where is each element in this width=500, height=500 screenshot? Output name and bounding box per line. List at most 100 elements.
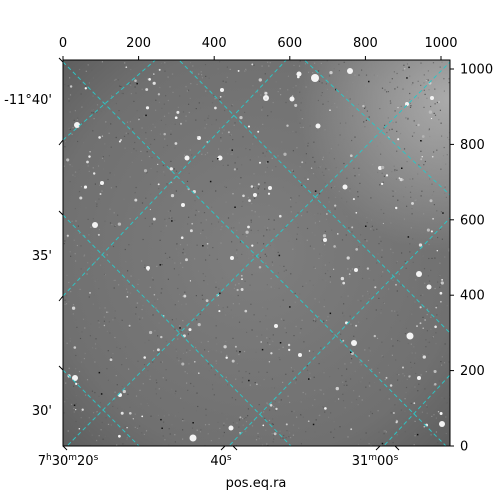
star — [141, 415, 144, 418]
star — [120, 411, 124, 415]
noise-speck — [441, 356, 443, 358]
noise-speck — [321, 407, 323, 409]
noise-speck — [320, 347, 322, 349]
noise-speck — [434, 88, 436, 90]
noise-speck — [353, 335, 355, 337]
noise-speck — [88, 417, 90, 419]
star — [392, 412, 395, 414]
noise-speck — [115, 186, 117, 188]
noise-speck — [111, 437, 113, 440]
noise-speck — [173, 268, 175, 270]
noise-speck — [284, 327, 286, 329]
noise-speck — [417, 390, 419, 392]
star — [323, 238, 327, 242]
grid-line-ra — [63, 369, 140, 446]
noise-speck — [251, 181, 253, 183]
noise-speck — [358, 167, 360, 169]
noise-speck — [128, 136, 130, 138]
noise-speck — [344, 407, 346, 409]
noise-speck — [343, 138, 345, 140]
noise-speck — [160, 62, 163, 64]
ra-seconds: 00 — [377, 454, 394, 469]
star — [441, 279, 443, 281]
noise-speck — [427, 341, 429, 343]
noise-speck — [400, 133, 402, 135]
star — [153, 293, 156, 296]
noise-speck — [317, 99, 319, 102]
star — [350, 351, 354, 355]
noise-speck — [376, 337, 379, 339]
noise-speck — [324, 230, 326, 232]
noise-speck — [345, 122, 347, 124]
ra-minutes-unit: m — [68, 453, 77, 463]
noise-speck — [136, 302, 138, 304]
noise-speck — [273, 228, 275, 230]
noise-speck — [396, 260, 398, 263]
noise-speck — [179, 95, 181, 97]
noise-speck — [381, 172, 383, 174]
noise-speck — [444, 256, 446, 258]
star — [351, 226, 354, 229]
noise-speck — [444, 192, 446, 194]
noise-speck — [368, 293, 370, 295]
noise-speck — [102, 106, 104, 109]
noise-speck — [324, 272, 327, 275]
noise-speck — [107, 178, 109, 181]
noise-speck — [437, 441, 439, 444]
noise-speck — [234, 162, 236, 164]
noise-speck — [148, 155, 150, 158]
noise-speck — [93, 294, 95, 296]
noise-speck — [201, 77, 203, 79]
noise-speck — [208, 254, 211, 256]
star — [227, 131, 230, 134]
noise-speck — [341, 339, 343, 341]
noise-speck — [322, 156, 324, 158]
noise-speck — [346, 215, 348, 217]
noise-speck — [69, 128, 71, 130]
noise-speck — [430, 314, 432, 316]
bottom-tick — [394, 445, 400, 451]
star — [152, 217, 156, 221]
noise-speck — [146, 151, 148, 153]
noise-speck — [64, 240, 66, 242]
noise-speck — [180, 165, 182, 167]
noise-speck — [316, 130, 318, 132]
star — [180, 236, 184, 239]
noise-speck — [398, 374, 400, 376]
noise-speck — [370, 228, 372, 230]
noise-speck — [152, 123, 154, 125]
noise-speck — [435, 417, 437, 419]
noise-speck — [268, 204, 270, 206]
noise-speck — [99, 402, 102, 404]
noise-speck — [388, 398, 390, 400]
noise-speck — [246, 331, 248, 333]
noise-speck — [431, 257, 433, 259]
star — [421, 135, 425, 138]
star — [220, 88, 224, 92]
noise-speck — [371, 225, 373, 227]
star — [352, 198, 355, 201]
noise-speck — [423, 164, 425, 166]
grid-line-dec — [228, 217, 450, 446]
noise-speck — [321, 279, 324, 281]
noise-speck — [75, 354, 77, 357]
noise-speck — [196, 83, 198, 85]
noise-speck — [141, 308, 143, 311]
noise-speck — [174, 434, 176, 436]
noise-speck — [395, 190, 397, 192]
noise-speck — [396, 74, 398, 76]
noise-speck — [378, 297, 380, 299]
noise-speck — [80, 361, 83, 363]
noise-speck — [69, 181, 71, 183]
noise-speck — [191, 154, 193, 156]
noise-speck — [446, 154, 448, 156]
dark-pixel — [161, 427, 163, 429]
noise-speck — [336, 168, 338, 170]
noise-speck — [201, 294, 203, 296]
noise-speck — [217, 221, 220, 223]
noise-speck — [232, 104, 234, 106]
noise-speck — [251, 203, 253, 205]
noise-speck — [223, 129, 225, 131]
noise-speck — [186, 244, 188, 246]
noise-speck — [206, 237, 208, 239]
